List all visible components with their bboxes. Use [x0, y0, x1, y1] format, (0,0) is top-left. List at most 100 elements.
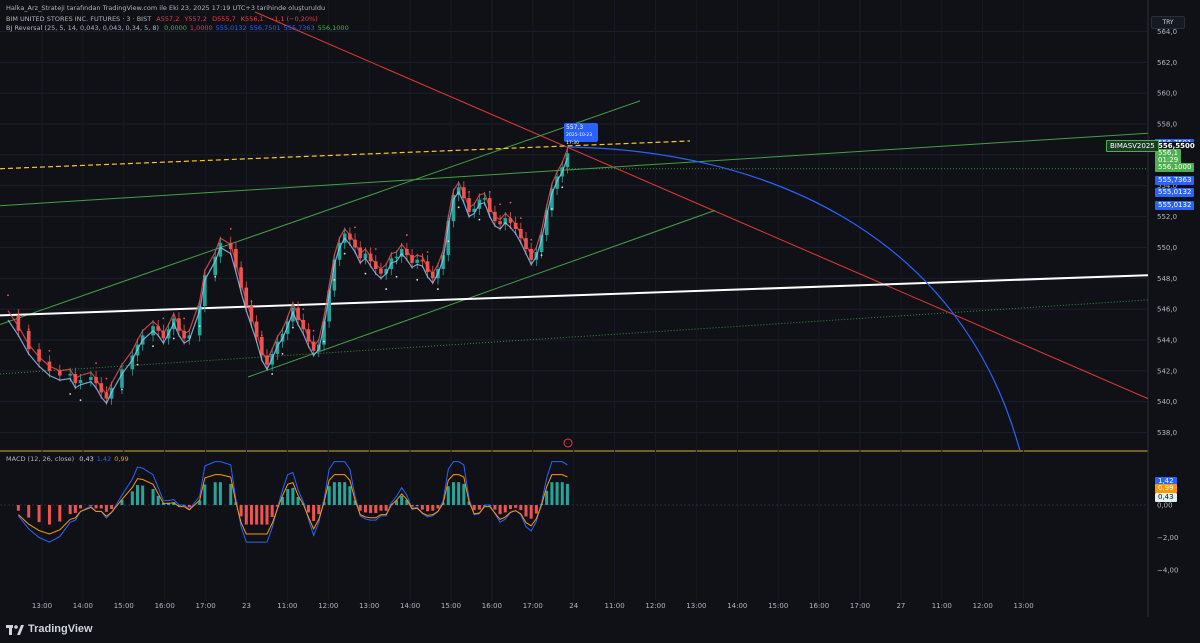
symbol-name: BIM UNITED STORES INC. FUTURES · 3 · BIS… [6, 15, 152, 23]
macd-bar [560, 482, 564, 505]
macd-bar [198, 500, 202, 505]
macd-line [17, 461, 568, 543]
macd-bar [37, 505, 41, 523]
blue-arc [567, 146, 1021, 452]
macd-bar [286, 489, 290, 505]
macd-bar [332, 482, 336, 505]
candle-body [130, 355, 135, 370]
macd-bar [467, 501, 471, 505]
macd-bar [472, 505, 476, 511]
macd-bar [317, 505, 321, 515]
ohlc-high: Y557,2 [184, 15, 208, 23]
y-tick-label: 546,0 [1157, 306, 1177, 314]
x-tick-label: 17:00 [523, 602, 543, 610]
macd-bar [410, 505, 414, 507]
macd-bar [265, 505, 269, 525]
reversal-dot [214, 275, 217, 278]
symbol-legend[interactable]: BIM UNITED STORES INC. FUTURES · 3 · BIS… [6, 15, 321, 24]
indicator-legend[interactable]: BJ Reversal (25, 5, 14, 0,043, 0,043, 0,… [6, 24, 352, 33]
tradingview-logo[interactable]: TradingView [6, 622, 93, 636]
reversal-dot [478, 218, 481, 221]
macd-tag: 1,42 [1155, 477, 1177, 487]
price-tag: 556,5500 [1155, 141, 1198, 151]
candle-body [544, 210, 549, 236]
macd-bar [47, 505, 51, 525]
reversal-dot [152, 345, 154, 348]
macd-bar [426, 505, 430, 512]
macd-bar [436, 505, 440, 509]
macd-bar [524, 505, 528, 517]
y-tick-label: 554,0 [1157, 182, 1177, 190]
x-tick-label: 16:00 [482, 602, 502, 610]
macd-bar [104, 505, 108, 512]
x-tick-label: 12:00 [645, 602, 665, 610]
green-trendline-upper [0, 132, 1149, 207]
macd-bar [239, 505, 243, 517]
candle-body [337, 242, 342, 260]
macd-bar [431, 505, 435, 511]
candle-body [244, 287, 249, 307]
macd-tag: 0,43 [1155, 493, 1177, 503]
reversal-dot [354, 226, 356, 229]
macd-bar [281, 497, 285, 505]
price-tag: 556,1 [1155, 148, 1182, 158]
reversal-dot [136, 363, 139, 366]
macd-bar [565, 483, 569, 505]
reversal-dot [271, 373, 274, 375]
macd-bar [120, 499, 124, 505]
macd-bar [534, 505, 538, 514]
y-tick-label: 552,0 [1157, 213, 1177, 221]
candle-body [467, 198, 471, 212]
currency-button[interactable]: TRY [1151, 16, 1185, 29]
candle-body [508, 218, 513, 223]
reversal-dot [48, 349, 51, 352]
candle-body [348, 233, 352, 240]
candle-body [451, 194, 456, 222]
macd-bar [451, 482, 455, 505]
reversal-dot [551, 207, 553, 210]
macd-bar [529, 505, 533, 519]
indicator-name: BJ Reversal (25, 5, 14, 0,043, 0,043, 0,… [6, 24, 160, 32]
x-tick-label: 27 [896, 602, 905, 610]
candle-body [68, 373, 72, 376]
reversal-dot [198, 325, 201, 328]
white-support-line [0, 274, 1149, 317]
candle-body [26, 330, 31, 350]
macd-bar [384, 505, 388, 511]
ohlc-open: A557,2 [156, 15, 180, 23]
reversal-dot [95, 362, 97, 365]
y-tick-label: 562,0 [1157, 59, 1177, 67]
candle-body [539, 235, 544, 253]
macd-tick-label: 0,00 [1157, 502, 1173, 510]
candle-body [379, 269, 383, 274]
candle-body [120, 369, 124, 388]
macd-bar [27, 505, 31, 518]
x-tick-label: 15:00 [441, 602, 461, 610]
macd-legend[interactable]: MACD (12, 26, close) 0,43 1,42 0,99 [6, 455, 132, 464]
candle-body [550, 188, 554, 211]
macd-bar [353, 500, 357, 505]
macd-bar [493, 505, 497, 510]
cursor-tooltip: 557,3 2025-10-23 17:30 [564, 123, 598, 146]
reversal-dot [509, 201, 512, 204]
macd-bar [405, 499, 409, 505]
candle-body [254, 321, 259, 337]
macd-bar [203, 484, 207, 505]
macd-bar [400, 495, 404, 505]
reversal-dot [488, 190, 491, 193]
reversal-dot [385, 288, 388, 290]
y-tick-label: 560,0 [1157, 90, 1177, 98]
reversal-dot [343, 252, 346, 255]
candle-body [430, 272, 435, 279]
footer [0, 617, 1200, 643]
green-channel-top [0, 100, 641, 326]
reversal-dot [281, 352, 284, 355]
reversal-dot [468, 190, 470, 193]
ohlc-change: −1,1 (−0,20%) [268, 15, 318, 23]
reversal-dot [79, 399, 82, 402]
macd-bar [218, 482, 222, 505]
macd-bar [110, 505, 114, 509]
candle-body [16, 315, 21, 331]
green-channel-bottom [247, 209, 716, 378]
